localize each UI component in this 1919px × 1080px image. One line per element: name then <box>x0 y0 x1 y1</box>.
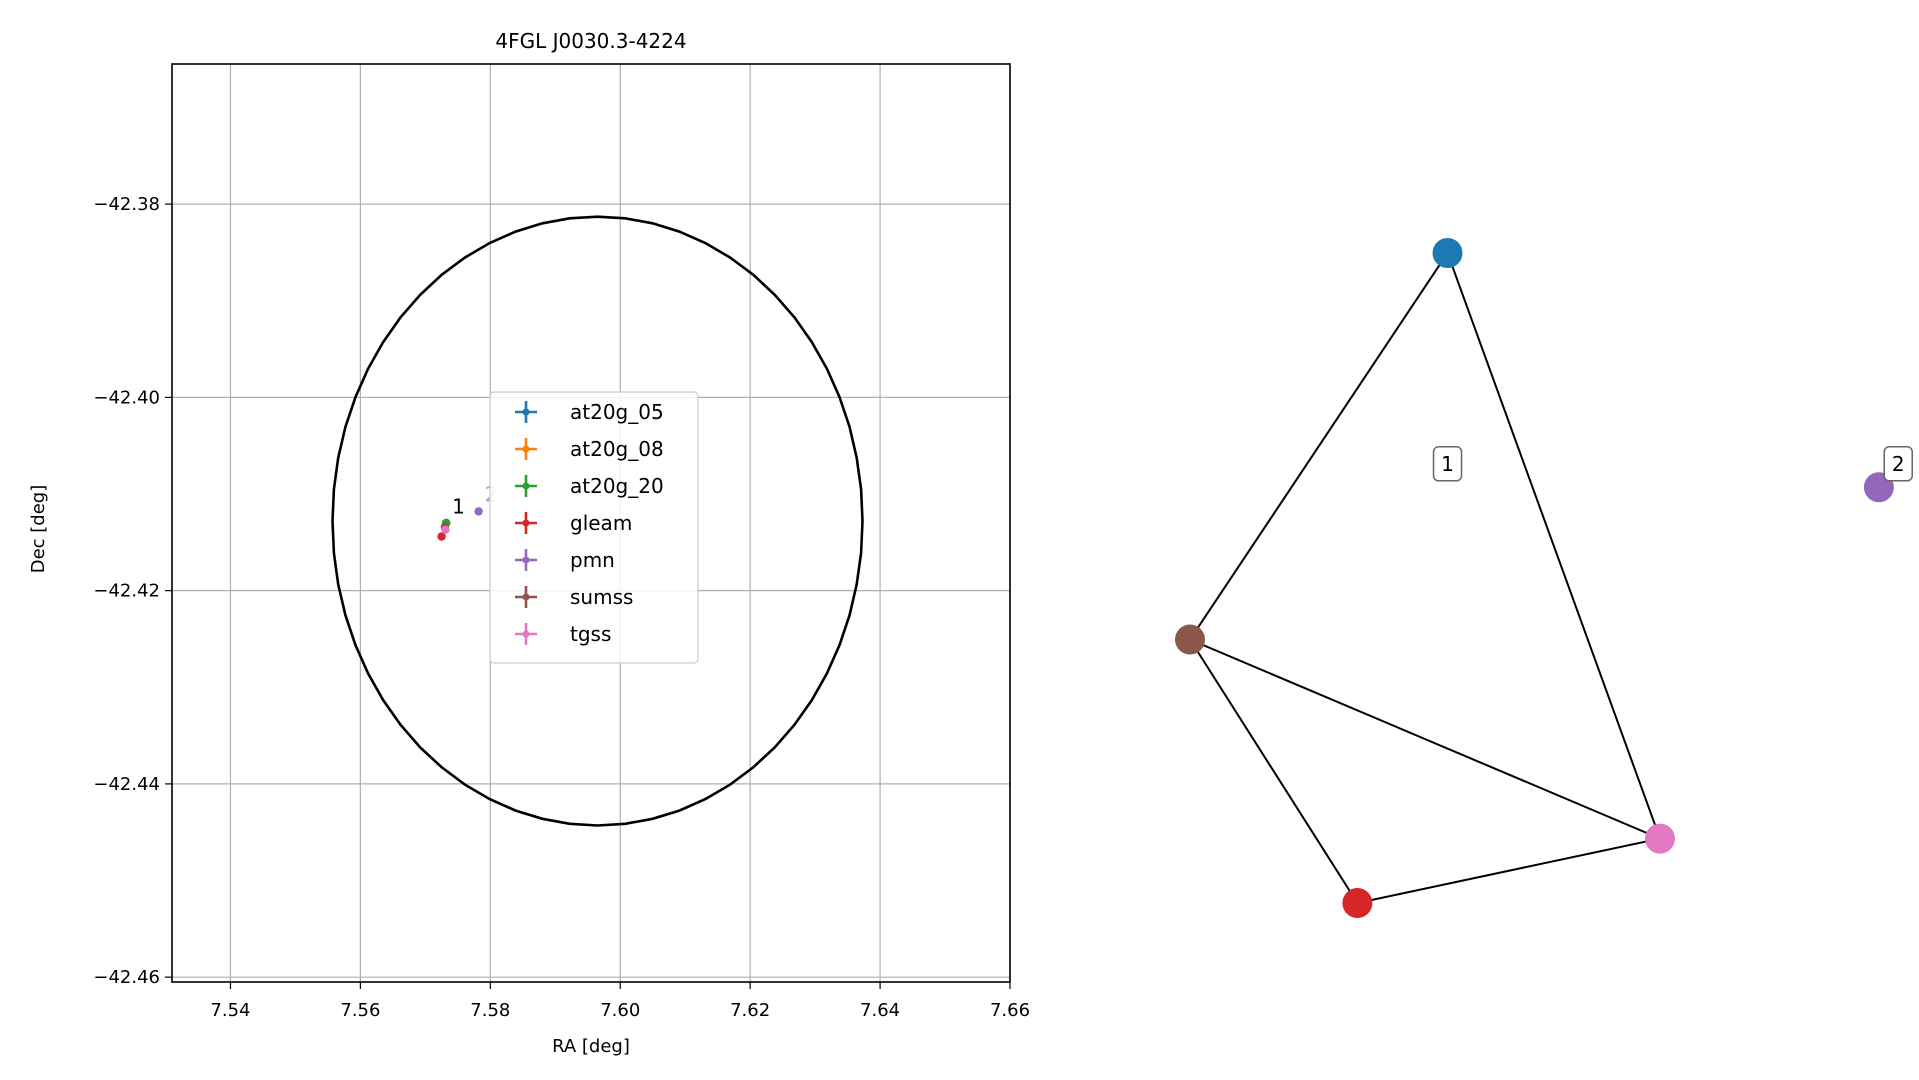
edge-at20g-sumss <box>1189 252 1449 641</box>
uncertainty-ellipse <box>331 215 864 827</box>
y-axis-label: Dec [deg] <box>28 485 49 574</box>
node-at20g <box>1432 238 1463 268</box>
cluster-label: 1 <box>452 494 465 518</box>
x-tick-label: 7.66 <box>990 1000 1030 1021</box>
legend-entry-at20g_05: at20g_05 <box>570 400 664 424</box>
edge-gleam-tgss <box>1357 837 1661 904</box>
y-tick-label: −42.46 <box>93 967 160 988</box>
x-tick-label: 7.56 <box>340 1000 380 1021</box>
edge-sumss-gleam <box>1189 638 1359 904</box>
point-gleam <box>437 532 446 541</box>
legend-marker-dot <box>522 630 530 638</box>
node-gleam <box>1342 888 1373 918</box>
x-tick-label: 7.58 <box>470 1000 510 1021</box>
x-axis-ticks: 7.54 7.56 7.58 7.60 7.62 7.64 7.66 <box>210 982 1030 1021</box>
cluster-label: 2 <box>1892 452 1905 476</box>
plot-area: 12 <box>331 215 864 827</box>
y-tick-label: −42.38 <box>93 194 160 215</box>
node-sumss <box>1175 624 1205 655</box>
network-edges <box>1189 252 1661 904</box>
legend-entry-tgss: tgss <box>570 622 611 646</box>
legend-marker-dot <box>522 445 530 453</box>
node-tgss <box>1645 823 1675 854</box>
legend-entry-at20g_20: at20g_20 <box>570 474 664 498</box>
legend-entry-sumss: sumss <box>570 585 633 609</box>
cluster-label: 1 <box>1441 452 1454 476</box>
legend-marker-dot <box>522 593 530 601</box>
edge-sumss-tgss <box>1189 638 1661 840</box>
legend-marker-dot <box>522 482 530 490</box>
legend-marker-dot <box>522 556 530 564</box>
x-tick-label: 7.54 <box>210 1000 250 1021</box>
cluster-label-box <box>1432 446 1463 482</box>
chart-title: 4FGL J0030.3-4224 <box>495 29 686 53</box>
point-pmn <box>474 507 483 516</box>
x-tick-label: 7.64 <box>860 1000 900 1021</box>
y-tick-label: −42.40 <box>93 387 160 408</box>
y-tick-label: −42.42 <box>93 581 160 602</box>
legend-marker-dot <box>522 408 530 416</box>
axes-frame <box>171 63 1011 983</box>
legend-entry-gleam: gleam <box>570 511 632 535</box>
legend-box <box>489 391 699 664</box>
legend-entry-at20g_08: at20g_08 <box>570 437 664 461</box>
x-tick-label: 7.62 <box>730 1000 770 1021</box>
cluster-label-box <box>1883 446 1913 482</box>
y-axis-ticks: −42.38 −42.40 −42.42 −42.44 −42.46 <box>93 194 172 988</box>
edge-at20g-tgss <box>1446 252 1661 839</box>
legend-entry-pmn: pmn <box>570 548 615 572</box>
x-axis-label: RA [deg] <box>552 1036 630 1057</box>
y-tick-label: −42.44 <box>93 774 160 795</box>
point-tgss <box>441 525 450 534</box>
scatter-panel: 4FGL J0030.3-4224 7.54 7.56 7.58 7.60 7.62 7.… <box>28 29 1030 1057</box>
legend-marker-dot <box>522 519 530 527</box>
x-tick-label: 7.60 <box>600 1000 640 1021</box>
